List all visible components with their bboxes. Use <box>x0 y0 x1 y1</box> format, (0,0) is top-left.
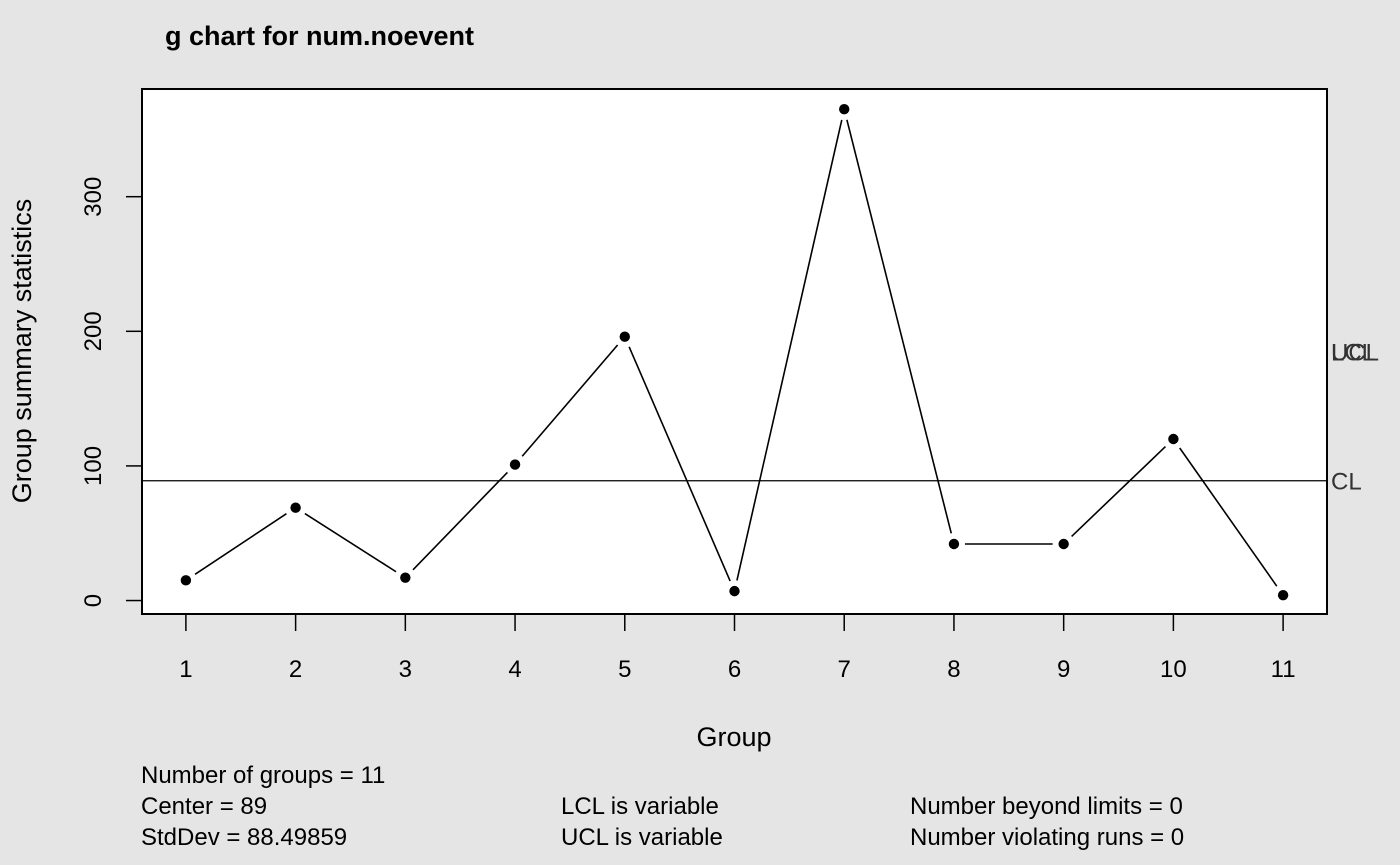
violating-runs-text: Number violating runs = 0 <box>910 824 1185 851</box>
data-point <box>290 502 301 513</box>
ucl-text: UCL is variable <box>561 824 723 851</box>
num-groups-text: Number of groups = 11 <box>141 762 386 789</box>
x-tick-label: 6 <box>728 656 741 683</box>
chart-title: g chart for num.noevent <box>165 21 474 51</box>
y-tick-label: 0 <box>80 594 107 607</box>
x-axis: 1 2 3 4 5 6 7 8 9 10 11 <box>179 613 1296 683</box>
x-tick-label: 10 <box>1160 656 1187 683</box>
series-segment <box>1071 446 1166 537</box>
data-point <box>729 585 740 597</box>
x-tick-label: 5 <box>618 656 631 683</box>
x-tick-label: 9 <box>1057 656 1070 683</box>
series-segment <box>846 119 953 534</box>
data-point <box>619 331 630 342</box>
data-point <box>948 538 960 550</box>
series-segment <box>412 471 508 571</box>
plot-area <box>141 88 1328 615</box>
series-segment <box>304 512 397 573</box>
data-point <box>839 103 850 115</box>
y-axis-label: Group summary statistics <box>7 199 37 504</box>
x-tick-label: 1 <box>179 656 192 683</box>
data-point <box>509 459 521 470</box>
series-segment <box>521 344 619 457</box>
series-segment <box>736 119 843 581</box>
series-segment <box>194 513 287 575</box>
data-point <box>1168 433 1179 445</box>
data-point <box>180 575 192 586</box>
lcl-text: LCL is variable <box>561 793 719 820</box>
data-point <box>1058 538 1069 550</box>
data-series <box>180 103 1289 601</box>
lcl-label: LCL <box>1331 340 1375 367</box>
data-point <box>400 572 411 583</box>
y-tick-label: 100 <box>80 446 107 486</box>
series-segment <box>628 346 731 582</box>
y-tick-label: 300 <box>80 177 107 217</box>
y-axis: 0 100 200 300 <box>80 177 143 607</box>
y-tick-label: 200 <box>80 311 107 351</box>
x-tick-label: 7 <box>838 656 851 683</box>
stats-column-1: Number of groups = 11 Center = 89 StdDev… <box>141 760 385 853</box>
ucl-label: UCL <box>1331 340 1379 367</box>
stats-column-2: LCL is variable UCL is variable <box>561 791 723 853</box>
x-tick-label: 2 <box>289 656 302 683</box>
beyond-limits-text: Number beyond limits = 0 <box>910 793 1183 820</box>
center-text: Center = 89 <box>141 793 268 820</box>
x-tick-label: 8 <box>947 656 960 683</box>
x-tick-label: 3 <box>399 656 412 683</box>
center-line-label: CL <box>1331 469 1362 496</box>
stats-column-3: Number beyond limits = 0 Number violatin… <box>910 791 1184 853</box>
x-tick-label: 11 <box>1271 656 1296 683</box>
x-tick-label: 4 <box>508 656 521 683</box>
series-segment <box>1179 447 1278 587</box>
data-point <box>1277 589 1289 601</box>
x-axis-label: Group <box>696 722 771 752</box>
stddev-text: StdDev = 88.49859 <box>141 824 348 851</box>
